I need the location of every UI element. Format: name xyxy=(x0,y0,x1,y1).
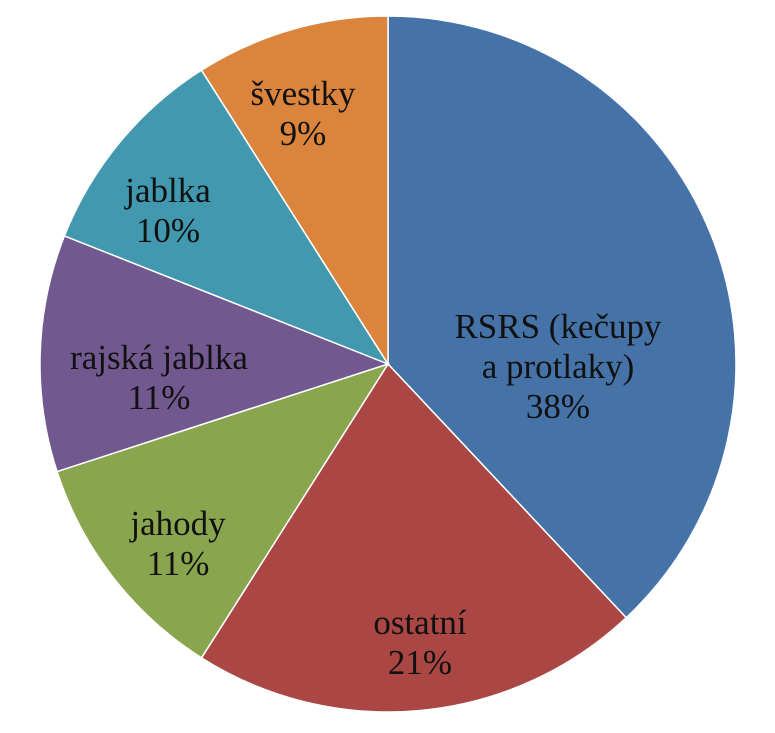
slice-percent: 10% xyxy=(136,211,200,250)
pie-slice xyxy=(387,15,737,619)
slice-name: RSRS (kečupy xyxy=(454,307,662,346)
slice-percent: 11% xyxy=(147,544,210,583)
slice-label: jablka 10% xyxy=(123,171,211,250)
pie-slice xyxy=(200,362,628,713)
slice-label: jahody 11% xyxy=(128,504,226,583)
slice-percent: 38% xyxy=(526,387,590,426)
slice-name: rajská jablka xyxy=(70,338,248,377)
slice-name: jablka xyxy=(123,171,211,210)
slice-name: ostatní xyxy=(373,603,467,642)
slice-label: rajská jablka 11% xyxy=(70,338,248,417)
slice-label: RSRS (kečupy a protlaky) 38% xyxy=(454,307,662,426)
pie-slice xyxy=(63,69,390,366)
pie-slice xyxy=(200,15,389,367)
pie-slice xyxy=(56,362,390,659)
slice-name: jahody xyxy=(128,504,226,543)
slice-name: a protlaky) xyxy=(482,347,635,386)
pie-slice xyxy=(39,234,391,473)
slice-label: švestky 9% xyxy=(251,74,357,153)
slice-percent: 21% xyxy=(388,643,452,682)
slice-percent: 11% xyxy=(128,378,191,417)
slice-percent: 9% xyxy=(280,114,327,153)
slice-name: švestky xyxy=(251,74,357,113)
slice-label: ostatní 21% xyxy=(373,603,467,682)
